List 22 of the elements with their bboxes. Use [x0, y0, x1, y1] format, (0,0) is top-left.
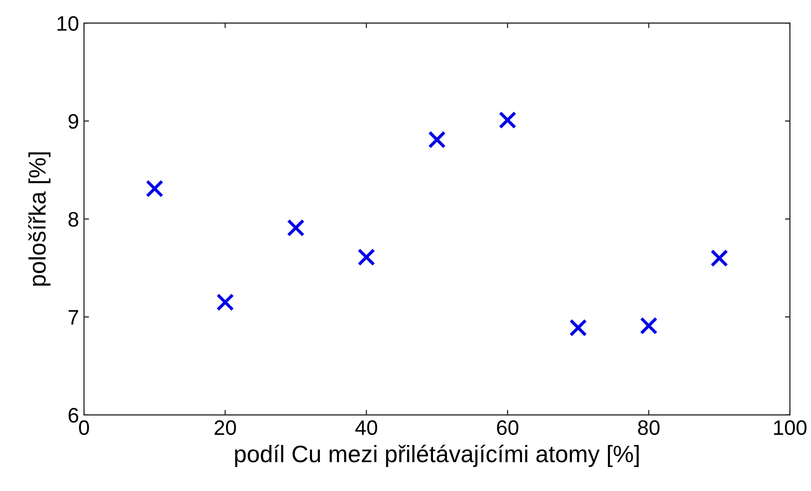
point: [640, 316, 658, 335]
x-axis-title: podíl Cu mezi přilétávajícími atomy [%]: [235, 444, 639, 468]
x-tick-label: 0: [79, 420, 89, 436]
y-tick-label: 9: [68, 114, 78, 129]
y-tick-label: 8: [68, 212, 78, 227]
y-tick-label: 10: [58, 16, 78, 31]
x-tick-label: 20: [214, 420, 236, 436]
y-tick-label: 7: [68, 310, 78, 324]
point: [428, 130, 446, 148]
point: [358, 248, 376, 266]
x-tick-label: 80: [638, 420, 660, 436]
point: [710, 249, 728, 267]
point: [216, 293, 234, 312]
point: [286, 218, 305, 237]
y-tick-label: 6: [68, 408, 78, 423]
point: [569, 318, 587, 337]
x-tick-label: 100: [774, 420, 806, 436]
point: [146, 180, 164, 198]
point: [498, 111, 516, 129]
x-tick-label: 60: [497, 420, 518, 436]
x-tick-label: 40: [355, 420, 378, 436]
y-axis-title: pološířka [%]: [28, 152, 50, 286]
